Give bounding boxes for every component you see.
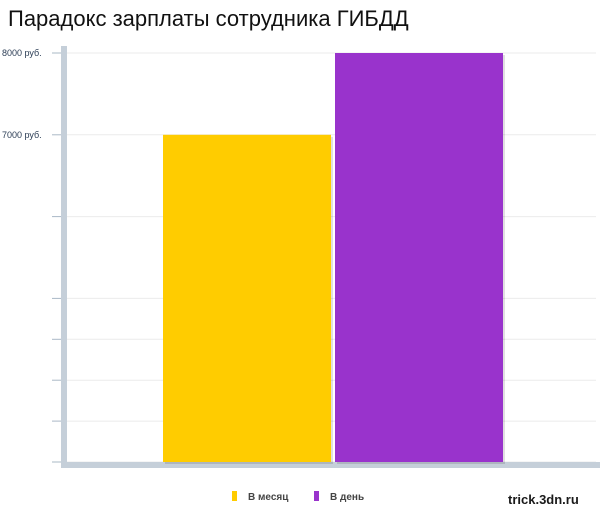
legend-swatch bbox=[232, 491, 237, 501]
y-tick-label: 8000 руб. bbox=[2, 48, 42, 58]
watermark-text: trick.3dn.ru bbox=[508, 492, 579, 507]
x-axis bbox=[61, 462, 600, 468]
legend: В месяц В день bbox=[232, 491, 364, 503]
legend-label: В день bbox=[330, 492, 364, 503]
bar-2 bbox=[335, 53, 503, 462]
chart-title: Парадокс зарплаты сотрудника ГИБДД bbox=[8, 6, 409, 31]
y-tick-labels: 8000 руб. 7000 руб. bbox=[2, 48, 42, 140]
legend-swatch bbox=[314, 491, 319, 501]
y-axis bbox=[61, 46, 67, 466]
bars bbox=[163, 53, 505, 465]
legend-label: В месяц bbox=[248, 492, 289, 503]
y-tick-label: 7000 руб. bbox=[2, 130, 42, 140]
bar-1 bbox=[163, 134, 331, 463]
axes bbox=[61, 46, 600, 468]
